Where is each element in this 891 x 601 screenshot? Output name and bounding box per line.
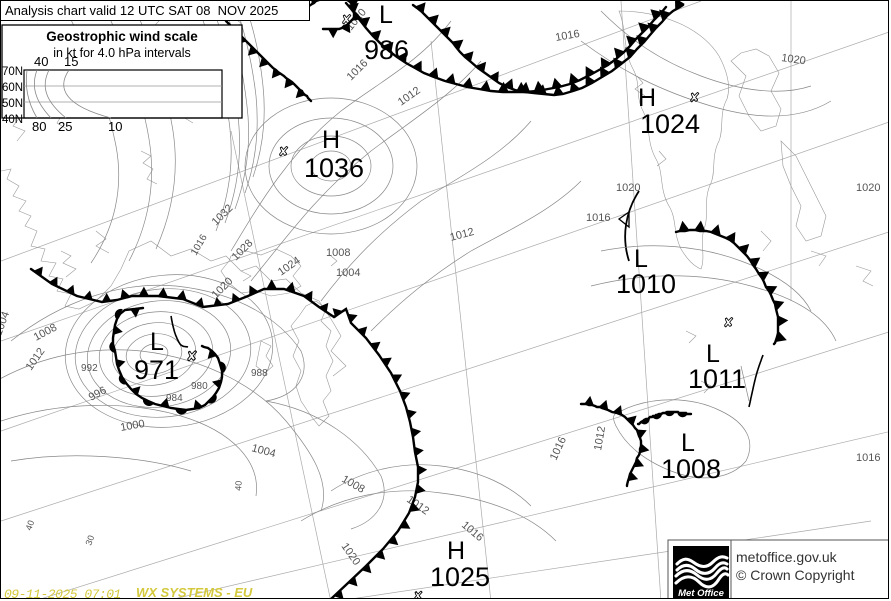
svg-text:L: L [379,1,393,29]
svg-text:996: 996 [87,384,109,403]
svg-text:40: 40 [23,519,36,532]
svg-text:✘: ✘ [278,144,289,159]
svg-text:metoffice.gov.uk: metoffice.gov.uk [736,549,838,565]
svg-text:1020: 1020 [210,275,236,301]
svg-text:1020: 1020 [339,541,363,568]
svg-text:988: 988 [251,368,268,379]
svg-text:15: 15 [64,54,78,69]
svg-text:1008: 1008 [661,454,721,484]
svg-text:1008: 1008 [326,247,350,259]
svg-text:30: 30 [83,534,96,547]
svg-text:980: 980 [191,381,208,392]
svg-text:H: H [322,126,340,154]
svg-text:1016: 1016 [554,28,580,44]
svg-text:L: L [150,328,164,356]
svg-text:1032: 1032 [210,202,236,228]
svg-text:1004: 1004 [250,442,277,460]
svg-text:1004: 1004 [1,310,12,337]
svg-text:1011: 1011 [688,364,746,394]
svg-text:1008: 1008 [32,322,59,344]
svg-text:1016: 1016 [548,435,569,462]
svg-text:971: 971 [134,355,179,385]
svg-text:1036: 1036 [304,153,364,183]
svg-text:1024: 1024 [640,109,700,139]
svg-text:H: H [638,84,656,112]
svg-text:1020: 1020 [856,182,880,194]
svg-text:984: 984 [166,393,183,404]
svg-text:Met Office: Met Office [678,588,724,599]
svg-text:1008: 1008 [340,473,367,496]
svg-text:80: 80 [32,119,46,134]
svg-text:60N: 60N [2,82,23,94]
svg-text:Geostrophic wind scale: Geostrophic wind scale [46,29,198,44]
svg-text:1012: 1012 [24,346,48,373]
svg-text:1016: 1016 [189,232,210,257]
svg-text:✘: ✘ [341,12,352,27]
svg-text:✘: ✘ [723,315,734,330]
svg-text:H: H [447,537,465,565]
svg-text:© Crown Copyright: © Crown Copyright [736,567,855,583]
svg-text:WX SYSTEMS - EU: WX SYSTEMS - EU [136,585,253,599]
svg-text:1016: 1016 [856,452,880,464]
svg-text:1020: 1020 [781,52,807,67]
svg-text:1012: 1012 [449,226,476,244]
svg-text:1028: 1028 [230,237,256,263]
svg-text:25: 25 [58,119,72,134]
svg-text:1004: 1004 [336,267,360,279]
svg-text:1012: 1012 [396,85,423,109]
svg-text:✘: ✘ [689,90,700,105]
svg-text:1000: 1000 [119,418,145,434]
svg-text:70N: 70N [2,66,23,78]
svg-text:986: 986 [364,35,409,65]
svg-text:09-11-2025 07:01: 09-11-2025 07:01 [4,587,121,599]
svg-text:L: L [681,429,695,457]
svg-text:50N: 50N [2,98,23,110]
svg-text:1016: 1016 [586,212,610,224]
svg-text:1020: 1020 [616,182,640,194]
svg-text:1012: 1012 [592,425,608,451]
svg-text:✘: ✘ [186,348,198,364]
svg-text:1024: 1024 [276,255,303,279]
svg-text:10: 10 [108,119,122,134]
svg-text:✘: ✘ [413,589,423,599]
svg-text:40: 40 [233,480,244,491]
svg-text:40: 40 [34,54,48,69]
svg-text:992: 992 [81,363,98,374]
svg-text:1010: 1010 [616,269,676,299]
svg-text:1025: 1025 [430,562,490,592]
svg-text:40N: 40N [2,114,23,126]
